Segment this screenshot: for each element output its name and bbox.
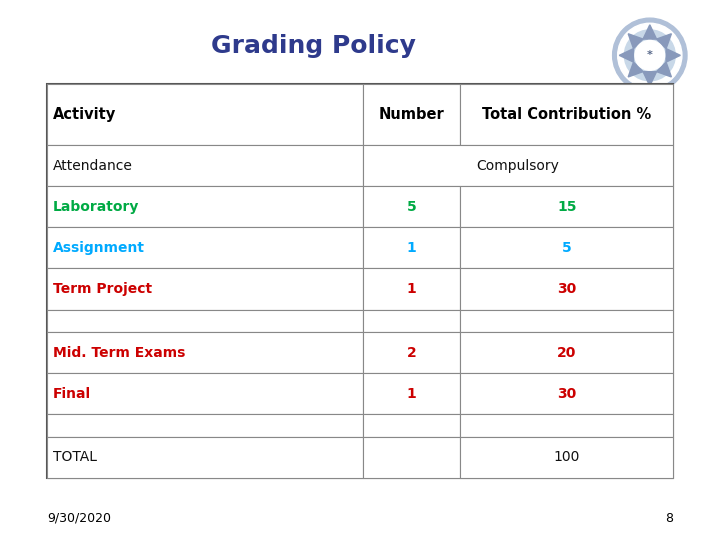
Polygon shape — [629, 62, 643, 77]
Circle shape — [624, 30, 675, 81]
Text: Assignment: Assignment — [53, 241, 145, 255]
Text: 30: 30 — [557, 282, 576, 296]
Polygon shape — [629, 34, 643, 49]
Text: Mid. Term Exams: Mid. Term Exams — [53, 346, 185, 360]
Text: 5: 5 — [562, 241, 572, 255]
Text: Attendance: Attendance — [53, 159, 132, 173]
Text: 5: 5 — [407, 200, 417, 214]
Text: 8: 8 — [665, 512, 673, 525]
Text: 1: 1 — [407, 387, 417, 401]
Text: Compulsory: Compulsory — [477, 159, 559, 173]
Text: 15: 15 — [557, 200, 577, 214]
Text: Final: Final — [53, 387, 91, 401]
Polygon shape — [643, 72, 657, 86]
Text: 1: 1 — [407, 282, 417, 296]
Text: Term Project: Term Project — [53, 282, 152, 296]
Text: TOTAL: TOTAL — [53, 450, 96, 464]
Text: 2: 2 — [407, 346, 417, 360]
Text: *: * — [647, 50, 653, 60]
Circle shape — [618, 23, 682, 87]
Text: Number: Number — [379, 107, 444, 122]
Polygon shape — [619, 49, 634, 62]
Text: 9/30/2020: 9/30/2020 — [47, 512, 111, 525]
Polygon shape — [657, 62, 671, 77]
Text: 20: 20 — [557, 346, 577, 360]
Text: Total Contribution %: Total Contribution % — [482, 107, 652, 122]
Text: Activity: Activity — [53, 107, 116, 122]
Text: 1: 1 — [407, 241, 417, 255]
Polygon shape — [657, 34, 671, 49]
Circle shape — [613, 18, 687, 92]
Text: Laboratory: Laboratory — [53, 200, 139, 214]
Text: 100: 100 — [554, 450, 580, 464]
Circle shape — [635, 40, 665, 70]
Text: Grading Policy: Grading Policy — [211, 34, 415, 58]
Polygon shape — [666, 49, 680, 62]
Polygon shape — [643, 25, 657, 39]
Text: 30: 30 — [557, 387, 576, 401]
